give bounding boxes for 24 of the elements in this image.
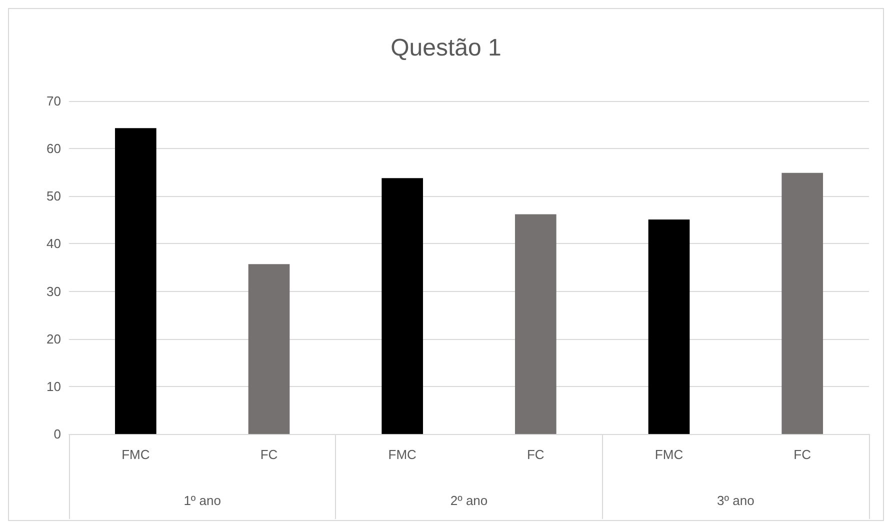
bar xyxy=(648,219,690,434)
text: 3º ano xyxy=(717,493,754,508)
bar xyxy=(515,214,556,434)
bar xyxy=(382,178,423,434)
text: 1º ano xyxy=(184,493,221,508)
x-tick-label: FC xyxy=(526,447,544,462)
y-tick-label: 10 xyxy=(46,378,61,394)
y-tick-label: 20 xyxy=(46,331,61,346)
x-tick-label: FMC xyxy=(654,447,684,462)
x-tick-label: FC xyxy=(260,447,278,462)
y-tick-label: 40 xyxy=(46,236,61,252)
y-tick-label: 60 xyxy=(46,141,61,156)
text: 2º ano xyxy=(450,493,488,508)
x-tick-label: FMC xyxy=(388,447,416,462)
y-tick-label: 0 xyxy=(54,426,61,442)
x-tick-label: FC xyxy=(794,447,812,462)
bar xyxy=(115,128,156,434)
chart-title: Questão 1 xyxy=(390,34,502,62)
y-tick-label: 50 xyxy=(46,188,61,204)
x-tick-label: FMC xyxy=(122,447,150,462)
bar xyxy=(782,172,823,434)
y-tick-label: 70 xyxy=(46,94,61,108)
y-tick-label: 30 xyxy=(46,284,61,299)
bar xyxy=(248,264,290,434)
